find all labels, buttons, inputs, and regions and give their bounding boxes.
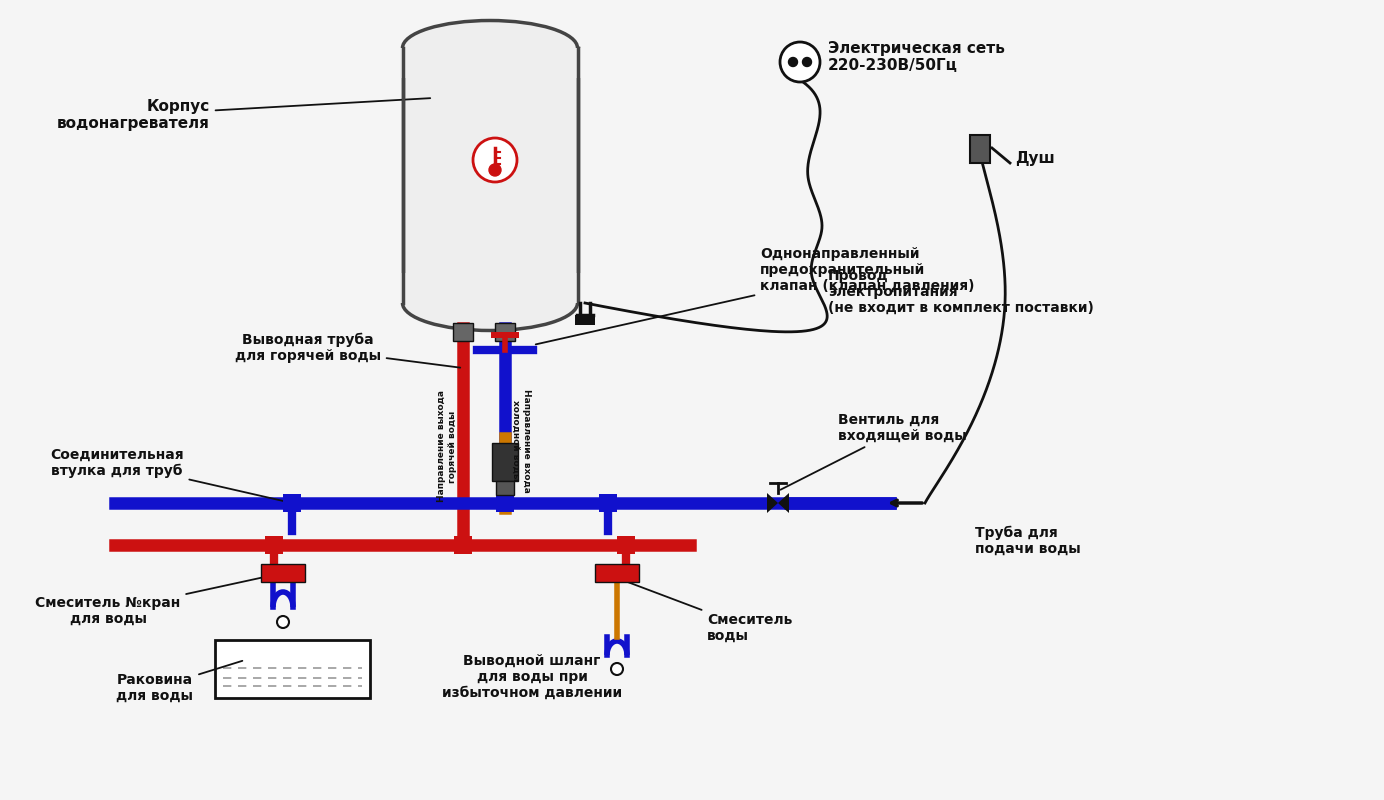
Text: Раковина
для воды: Раковина для воды [116,661,242,703]
Circle shape [781,42,819,82]
Text: Корпус
водонагревателя: Корпус водонагревателя [57,98,430,131]
Bar [491,443,518,481]
Text: Выводная труба
для горячей воды: Выводная труба для горячей воды [235,333,461,368]
Circle shape [473,138,518,182]
Text: Душ: Душ [1014,150,1055,166]
Bar [495,323,515,341]
Text: Труба для
подачи воды: Труба для подачи воды [974,526,1081,556]
Bar [574,315,595,325]
Text: Электрическая сеть
220-230В/50Гц: Электрическая сеть 220-230В/50Гц [828,41,1005,74]
Polygon shape [767,493,789,513]
FancyBboxPatch shape [215,640,370,698]
Text: Направление входа
холодной воды: Направление входа холодной воды [511,389,530,493]
Bar [400,273,581,303]
Bar [400,48,581,78]
Text: Смеситель №кран
для воды: Смеситель №кран для воды [36,574,281,626]
Bar [595,564,639,582]
Text: Провод
электропитания
(не входит в комплект поставки): Провод электропитания (не входит в компл… [828,269,1093,315]
Text: Смеситель
воды: Смеситель воды [620,579,793,643]
FancyBboxPatch shape [403,48,579,303]
Bar [453,323,473,341]
Bar [262,564,304,582]
Bar [491,332,519,338]
Bar [599,494,617,512]
Text: Однонаправленный
предохранительный
клапан (клапан давления): Однонаправленный предохранительный клапа… [536,246,974,344]
Bar [282,494,300,512]
Text: Вентиль для
входящей воды: Вентиль для входящей воды [781,413,967,490]
Bar [454,536,472,554]
Bar [617,536,635,554]
Bar [970,135,990,163]
Bar [495,494,513,512]
Ellipse shape [403,275,577,330]
Text: Соединительная
втулка для труб: Соединительная втулка для труб [50,448,289,502]
Circle shape [489,164,501,176]
Bar [495,481,513,495]
Text: Направление выхода
горячей воды: Направление выхода горячей воды [437,390,457,502]
Circle shape [789,58,797,66]
Circle shape [803,58,811,66]
Circle shape [610,663,623,675]
Ellipse shape [403,21,577,75]
Bar [264,536,282,554]
Text: Выводной шланг
для воды при
избыточном давлении: Выводной шланг для воды при избыточном д… [441,654,621,700]
Circle shape [277,616,289,628]
